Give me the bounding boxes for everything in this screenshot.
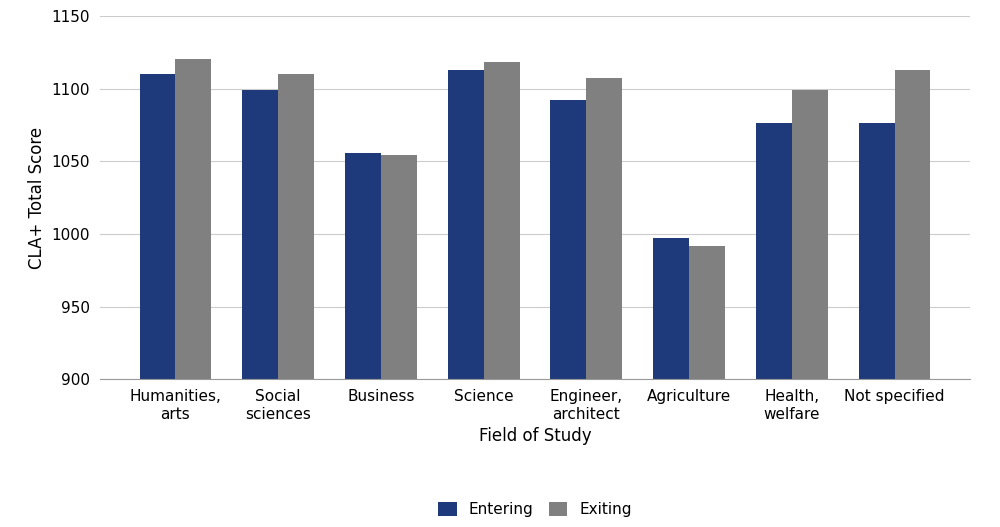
Bar — [175, 60, 211, 527]
Bar — [653, 238, 689, 527]
Bar — [689, 246, 725, 527]
X-axis label: Field of Study: Field of Study — [479, 427, 591, 445]
Bar — [550, 100, 586, 527]
Bar — [756, 123, 792, 527]
Bar — [586, 79, 622, 527]
Bar — [381, 155, 417, 527]
Bar — [448, 70, 484, 527]
Bar — [242, 90, 278, 527]
Y-axis label: CLA+ Total Score: CLA+ Total Score — [28, 126, 46, 269]
Bar — [484, 62, 520, 527]
Bar — [792, 90, 828, 527]
Bar — [345, 152, 381, 527]
Legend: Entering, Exiting: Entering, Exiting — [432, 496, 638, 523]
Bar — [278, 74, 314, 527]
Bar — [140, 74, 175, 527]
Bar — [895, 70, 930, 527]
Bar — [859, 123, 895, 527]
